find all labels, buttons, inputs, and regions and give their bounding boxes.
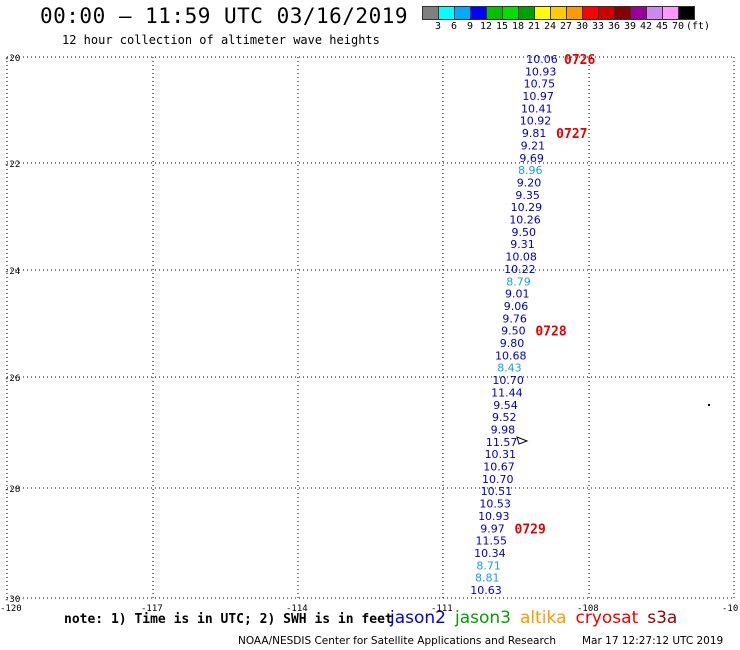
island-dot <box>708 404 710 406</box>
pass-time-label: 0728 <box>535 325 566 340</box>
wave-height-value: 10.75 <box>524 78 556 91</box>
altimeter-track: 10.0610.9310.7510.9710.4110.929.819.219.… <box>470 53 558 597</box>
wave-height-value: 10.26 <box>509 214 541 227</box>
latitude-tick-label: -30 <box>4 595 20 605</box>
scale-label: 6 <box>450 21 458 32</box>
pass-time-label: 0729 <box>515 522 546 537</box>
satellite-label: cryosat <box>575 608 639 628</box>
pass-time-labels: 0726 0727 0728 0729 <box>515 53 596 537</box>
scale-label: 27 <box>559 21 573 32</box>
wave-height-value: 10.06 <box>526 53 558 66</box>
wave-height-value: 8.96 <box>518 164 543 177</box>
latitude-tick-label: -28 <box>4 485 20 495</box>
wave-height-value: 11.55 <box>475 535 507 548</box>
scale-label: 45 <box>655 21 669 32</box>
wave-height-value: 10.67 <box>483 461 515 474</box>
scale-label: 24 <box>543 21 557 32</box>
longitude-tick-label: -120 <box>0 604 22 614</box>
wave-height-value: 9.54 <box>493 399 518 412</box>
longitude-tick-label: -117 <box>141 604 163 614</box>
scale-label: 33 <box>591 21 605 32</box>
wave-height-value: 9.35 <box>515 189 540 202</box>
wave-height-value: 9.01 <box>505 288 530 301</box>
scale-label: 39 <box>623 21 637 32</box>
latitude-tick-label: -26 <box>4 374 20 384</box>
wave-height-value: 10.93 <box>478 510 510 523</box>
pass-time-label: 0726 <box>564 53 595 68</box>
scale-label: 9 <box>466 21 474 32</box>
longitude-tick-label: -111 <box>431 604 453 614</box>
wave-height-value: 9.06 <box>504 300 529 313</box>
wave-height-value: 10.31 <box>485 448 517 461</box>
satellite-label: jason3 <box>455 608 511 628</box>
wave-height-value: 9.80 <box>500 337 525 350</box>
wave-height-value: 10.70 <box>492 374 524 387</box>
wave-height-value: 10.70 <box>482 473 514 486</box>
wave-height-value: 10.63 <box>470 584 502 597</box>
wave-height-value: 10.08 <box>505 251 537 264</box>
scale-label: 18 <box>511 21 525 32</box>
wave-height-value: 10.29 <box>511 201 543 214</box>
wave-height-value: 10.51 <box>481 485 513 498</box>
scale-label: 15 <box>495 21 509 32</box>
pass-time-label: 0727 <box>556 127 587 142</box>
scale-label: (ft) <box>685 21 711 32</box>
latitude-tick-label: -22 <box>4 160 20 170</box>
wave-height-value: 9.97 <box>480 522 505 535</box>
map-title: 00:00 – 11:59 UTC 03/16/2019 <box>40 4 409 28</box>
wave-height-value: 8.79 <box>506 275 531 288</box>
wave-height-value: 9.98 <box>491 423 516 436</box>
wave-height-value: 10.34 <box>474 547 506 560</box>
wave-height-value: 10.68 <box>495 349 527 362</box>
satellite-label: s3a <box>647 608 678 628</box>
scale-label: 30 <box>575 21 589 32</box>
satellite-label: altika <box>520 608 567 628</box>
wave-height-value: 9.76 <box>502 312 527 325</box>
generated-timestamp: Mar 17 12:27:12 UTC 2019 <box>582 635 724 647</box>
scale-label: 3 <box>434 21 442 32</box>
map-axis-ticks: -20 -22 -24 -26 -28 -30-120 -117 -114 -111 -108 -1… <box>0 54 738 614</box>
scale-label: 12 <box>479 21 493 32</box>
wave-height-value: 10.92 <box>520 115 552 128</box>
wave-height-value: 9.52 <box>492 411 517 424</box>
wave-height-value: 10.93 <box>525 65 557 78</box>
latitude-tick-label: -20 <box>4 54 20 64</box>
wave-height-value: 9.69 <box>519 152 544 165</box>
credit-text: NOAA/NESDIS Center for Satellite Applica… <box>238 635 556 647</box>
scale-label: 70 <box>671 21 685 32</box>
island-mark <box>516 436 529 445</box>
wave-height-value: 9.50 <box>501 325 526 338</box>
wave-height-value: 10.53 <box>479 498 511 511</box>
longitude-tick-label: -108 <box>577 604 599 614</box>
satellite-legend: jason2 jason3 altika cryosat s3a <box>390 608 686 628</box>
wave-height-value: 10.22 <box>504 263 536 276</box>
wave-height-value: 11.44 <box>491 386 523 399</box>
map-feature-marks <box>516 404 710 445</box>
wave-height-value: 8.71 <box>476 559 501 572</box>
wave-height-value: 9.31 <box>510 238 535 251</box>
wave-height-value: 10.41 <box>521 102 553 115</box>
wave-height-value: 9.20 <box>517 176 542 189</box>
wave-height-value: 9.81 <box>522 127 547 140</box>
scale-label: 21 <box>527 21 541 32</box>
longitude-tick-label: -114 <box>286 604 308 614</box>
scale-label: 36 <box>607 21 621 32</box>
footer-note: note: 1) Time is in UTC; 2) SWH is in fe… <box>64 612 393 627</box>
satellite-label: jason2 <box>390 608 446 628</box>
scale-swatch <box>678 6 695 20</box>
wave-height-value: 11.57 <box>486 436 518 449</box>
wave-height-value: 10.97 <box>522 90 554 103</box>
map-grid <box>6 56 735 599</box>
color-scale-legend <box>422 6 695 20</box>
scale-label: 42 <box>639 21 653 32</box>
wave-height-value: 8.43 <box>497 362 522 375</box>
wave-height-value: 9.50 <box>512 226 537 239</box>
wave-height-value: 8.81 <box>475 572 500 585</box>
wave-height-value: 9.21 <box>521 139 546 152</box>
longitude-tick-label: -10 <box>722 604 738 614</box>
map-subtitle: 12 hour collection of altimeter wave hei… <box>62 33 380 47</box>
latitude-tick-label: -24 <box>4 267 20 277</box>
